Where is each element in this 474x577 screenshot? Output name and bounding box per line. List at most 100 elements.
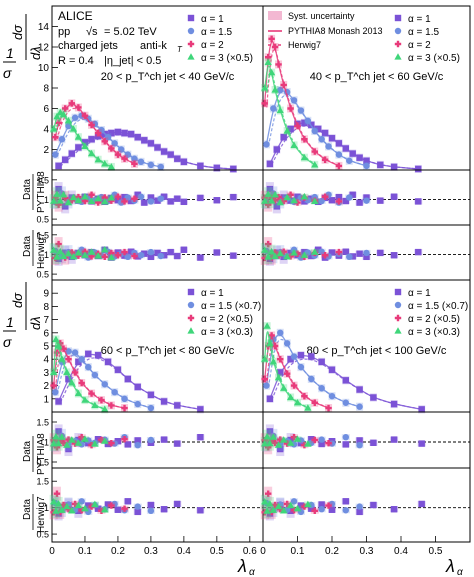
ratio-point	[230, 193, 237, 201]
svg-text:α: α	[249, 567, 255, 577]
svg-text:dλ: dλ	[28, 316, 43, 330]
data-point	[127, 130, 135, 138]
data-point	[59, 110, 68, 118]
ratio-point	[101, 198, 109, 205]
data-point	[88, 390, 95, 397]
data-point	[55, 119, 62, 127]
data-point	[147, 161, 155, 169]
ratio-point	[81, 192, 89, 200]
ratio-point	[280, 197, 287, 205]
algo-label: anti-k	[140, 40, 167, 52]
data-point	[114, 366, 122, 373]
ratio-point	[264, 253, 272, 260]
ratio-ytick-label: 1	[44, 438, 49, 448]
ratio-point	[274, 441, 283, 448]
ratio-point	[107, 194, 115, 201]
data-point	[280, 81, 287, 89]
ratio-point	[390, 436, 398, 443]
data-point	[68, 379, 76, 386]
legend-marker-bl	[187, 288, 195, 296]
xtick-label: 0.4	[177, 546, 191, 557]
data-point	[134, 400, 141, 408]
svg-text:σ: σ	[3, 65, 12, 81]
x-axis-titles: λ α λ α	[237, 556, 463, 577]
data-point	[311, 127, 318, 135]
ratio-point	[390, 193, 398, 200]
data-point	[180, 158, 188, 165]
ratio-point	[174, 252, 181, 260]
ratio-point	[52, 194, 59, 201]
range-label-bl: 60 < p_T^ch jet < 80 GeV/c	[101, 345, 235, 357]
data-point	[137, 158, 145, 165]
series-tl-0	[55, 128, 237, 173]
experiment-info: ALICE pp √s = 5.02 TeV charged jets anti…	[58, 9, 183, 67]
ratio-point	[160, 193, 168, 200]
ratio-point	[418, 500, 425, 508]
data-point	[290, 382, 298, 389]
legend-marker-tl	[187, 40, 195, 48]
ratio-point	[328, 249, 336, 256]
ratio-point	[311, 193, 318, 201]
ratio-point	[58, 433, 66, 440]
range-label-br: 80 < p_T^ch jet < 100 GeV/c	[307, 345, 447, 357]
data-point	[273, 146, 280, 153]
data-point	[268, 35, 275, 42]
y-label-main-top: 1 σ dσ dλ	[3, 14, 43, 81]
data-point	[104, 358, 112, 366]
ratio-point	[370, 501, 377, 509]
ratio-point	[134, 253, 141, 260]
herwig-curve	[266, 48, 342, 167]
ratio-point	[271, 501, 279, 509]
ratio-point	[147, 436, 155, 444]
ratio-ytick-label: 1	[44, 503, 49, 513]
ratio-point	[134, 442, 141, 449]
ratio-point	[342, 498, 349, 505]
ratio-point	[318, 440, 325, 448]
ratio-label-pythia-bot-num: Data	[22, 440, 33, 462]
ratio-point	[174, 440, 181, 447]
ratio-point	[273, 203, 280, 210]
ratio-point	[134, 437, 141, 444]
data-point	[363, 157, 370, 164]
ratio-point	[263, 432, 271, 440]
legend-marker-br	[394, 301, 402, 309]
ratio-point	[280, 248, 287, 255]
ratio-point	[174, 195, 181, 202]
ratio-point	[276, 198, 284, 206]
ratio-point	[342, 434, 349, 441]
svg-text:1: 1	[6, 45, 14, 61]
herwig-curve	[267, 338, 362, 408]
ratio-point	[59, 190, 68, 198]
ratio-point	[68, 197, 75, 204]
data-point	[167, 151, 174, 158]
syst-swatch	[268, 11, 282, 20]
svg-text:dλ: dλ	[28, 46, 43, 60]
ratio-point	[318, 501, 325, 508]
data-point	[108, 402, 115, 409]
ratio-point	[335, 198, 343, 205]
data-point	[58, 355, 66, 362]
ratio-point	[263, 507, 271, 514]
data-point	[270, 105, 277, 112]
legend-marker-bl	[187, 314, 195, 322]
ratio-point	[287, 197, 294, 204]
ratio-point	[213, 249, 221, 256]
ratio-point	[266, 439, 274, 447]
ratio-point	[377, 197, 384, 204]
ratio-point	[301, 442, 308, 449]
data-point	[101, 405, 109, 412]
legend-label-tl: α = 3 (×0.5)	[201, 53, 253, 64]
legend-label-br: α = 1.5 (×0.7)	[408, 301, 468, 312]
data-point	[283, 370, 291, 377]
data-point	[230, 165, 237, 173]
ratio-label-pythia-bot-den: PYTHIA8	[36, 433, 47, 475]
data-point	[318, 385, 325, 392]
data-point	[68, 150, 75, 157]
ratio-point	[271, 197, 279, 204]
legend-marker-tr	[394, 40, 402, 48]
data-point	[114, 151, 122, 158]
ratio-point	[81, 251, 89, 258]
ratio-point	[52, 432, 60, 440]
legend-marker-tr	[394, 27, 402, 35]
ratio-point	[311, 197, 319, 205]
